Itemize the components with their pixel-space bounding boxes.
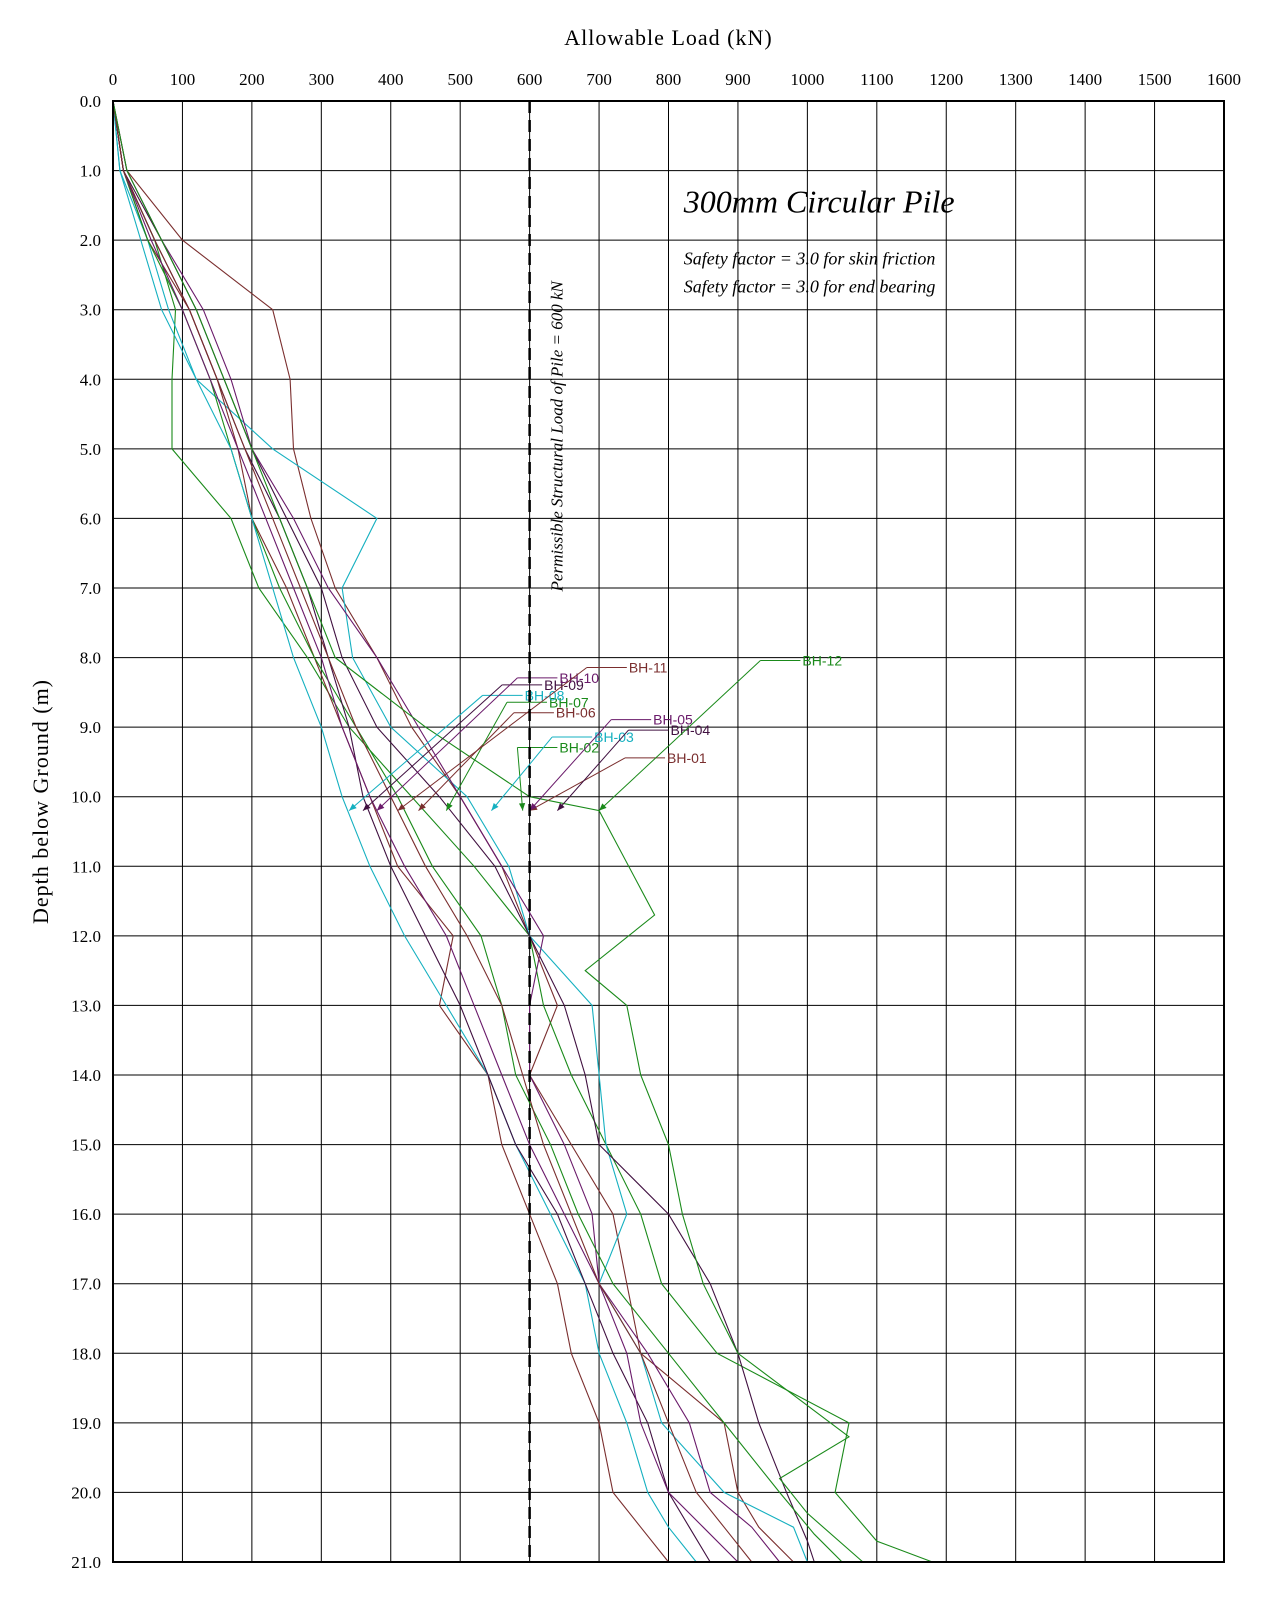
x-tick-label: 800 <box>656 70 682 89</box>
series-line-bh-10 <box>112 100 739 1563</box>
y-tick-label: 9.0 <box>80 718 101 737</box>
series-label-bh-05: BH-05 <box>653 712 693 728</box>
y-tick-label: 20.0 <box>71 1483 101 1502</box>
leader-arrow-bh-05 <box>529 803 537 811</box>
series-line-bh-11 <box>112 100 753 1563</box>
structural-load-label: Permissible Structural Load of Pile = 60… <box>548 279 567 592</box>
grid-lines <box>112 100 1225 1563</box>
series-label-bh-10: BH-10 <box>559 670 599 686</box>
y-tick-label: 17.0 <box>71 1275 101 1294</box>
leader-arrow-bh-09 <box>362 803 371 811</box>
x-tick-label: 1200 <box>929 70 963 89</box>
series-label-bh-04: BH-04 <box>671 722 711 738</box>
series-line-bh-08 <box>112 100 697 1563</box>
tick-labels: 0 100 200 300 400 500 600 700 800 900 1000 1100 1200… <box>71 70 1241 1572</box>
series-line-bh-12 <box>112 100 864 1563</box>
y-tick-label: 12.0 <box>71 927 101 946</box>
leader-line-bh-01 <box>529 757 626 812</box>
x-tick-label: 400 <box>378 70 404 89</box>
series-label-bh-06: BH-06 <box>556 705 596 721</box>
y-tick-label: 21.0 <box>71 1553 101 1572</box>
leader-line-bh-05 <box>529 719 612 811</box>
series-line-bh-09 <box>112 100 711 1563</box>
y-tick-label: 14.0 <box>71 1066 101 1085</box>
y-tick-label: 4.0 <box>80 370 101 389</box>
note-end-bearing: Safety factor = 3.0 for end bearing <box>684 276 936 296</box>
leader-arrow-bh-08 <box>349 803 357 811</box>
leader-line-bh-08 <box>348 694 484 812</box>
leader-arrow-bh-04 <box>557 803 565 811</box>
series-label-bh-01: BH-01 <box>667 750 707 766</box>
x-tick-label: 600 <box>517 70 543 89</box>
y-tick-label: 16.0 <box>71 1205 101 1224</box>
y-tick-label: 5.0 <box>80 440 101 459</box>
leader-line-bh-12 <box>598 660 761 811</box>
x-tick-label: 700 <box>586 70 612 89</box>
leader-line-bh-11 <box>397 667 588 812</box>
x-tick-label: 1300 <box>999 70 1033 89</box>
y-tick-label: 7.0 <box>80 579 101 598</box>
y-tick-label: 18.0 <box>71 1344 101 1363</box>
x-tick-label: 0 <box>109 70 118 89</box>
leader-arrow-bh-06 <box>418 803 426 811</box>
series-line-bh-01 <box>112 100 794 1563</box>
leader-arrow-bh-11 <box>397 803 406 811</box>
series-group <box>112 100 933 1563</box>
series-label-bh-07: BH-07 <box>549 694 589 710</box>
series-line-bh-05 <box>112 100 781 1563</box>
leader-arrow-bh-10 <box>376 803 385 811</box>
series-label-bh-03: BH-03 <box>594 729 634 745</box>
x-tick-label: 1600 <box>1207 70 1241 89</box>
y-tick-label: 6.0 <box>80 509 101 528</box>
x-tick-label: 1500 <box>1138 70 1172 89</box>
leader-line-bh-07 <box>445 702 508 811</box>
y-tick-label: 3.0 <box>80 301 101 320</box>
y-tick-label: 11.0 <box>72 857 101 876</box>
plot-frame <box>112 100 1225 1563</box>
y-tick-label: 19.0 <box>71 1414 101 1433</box>
chart-title: 300mm Circular Pile <box>683 183 955 219</box>
x-axis-title: Allowable Load (kN) <box>564 25 772 50</box>
y-tick-label: 8.0 <box>80 649 101 668</box>
x-tick-label: 100 <box>170 70 196 89</box>
leader-arrow-bh-03 <box>491 802 499 811</box>
series-line-bh-02 <box>112 100 933 1563</box>
x-tick-label: 1000 <box>790 70 824 89</box>
y-tick-label: 1.0 <box>80 162 101 181</box>
x-tick-label: 900 <box>725 70 751 89</box>
leader-line-bh-03 <box>491 736 553 811</box>
series-line-bh-03 <box>112 100 808 1563</box>
series-label-bh-11: BH-11 <box>629 659 668 675</box>
leader-arrow-bh-12 <box>599 803 607 811</box>
series-label-bh-12: BH-12 <box>802 653 842 669</box>
y-tick-label: 13.0 <box>71 996 101 1015</box>
y-tick-label: 10.0 <box>71 788 101 807</box>
x-tick-label: 200 <box>239 70 265 89</box>
x-tick-label: 500 <box>447 70 473 89</box>
leader-arrow-bh-02 <box>518 803 526 811</box>
y-axis-title: Depth below Ground (m) <box>28 679 53 924</box>
leader-line-bh-10 <box>376 677 518 811</box>
x-tick-label: 1400 <box>1068 70 1102 89</box>
x-tick-label: 1100 <box>860 70 893 89</box>
leader-line-bh-09 <box>362 684 503 811</box>
y-tick-label: 0.0 <box>80 92 101 111</box>
leader-arrow-bh-07 <box>446 802 453 811</box>
y-tick-label: 2.0 <box>80 231 101 250</box>
leader-line-bh-06 <box>418 712 515 811</box>
note-skin-friction: Safety factor = 3.0 for skin friction <box>684 248 936 268</box>
x-tick-label: 300 <box>309 70 335 89</box>
leader-line-bh-04 <box>557 729 629 811</box>
y-tick-label: 15.0 <box>71 1136 101 1155</box>
leader-line-bh-02 <box>516 747 524 811</box>
